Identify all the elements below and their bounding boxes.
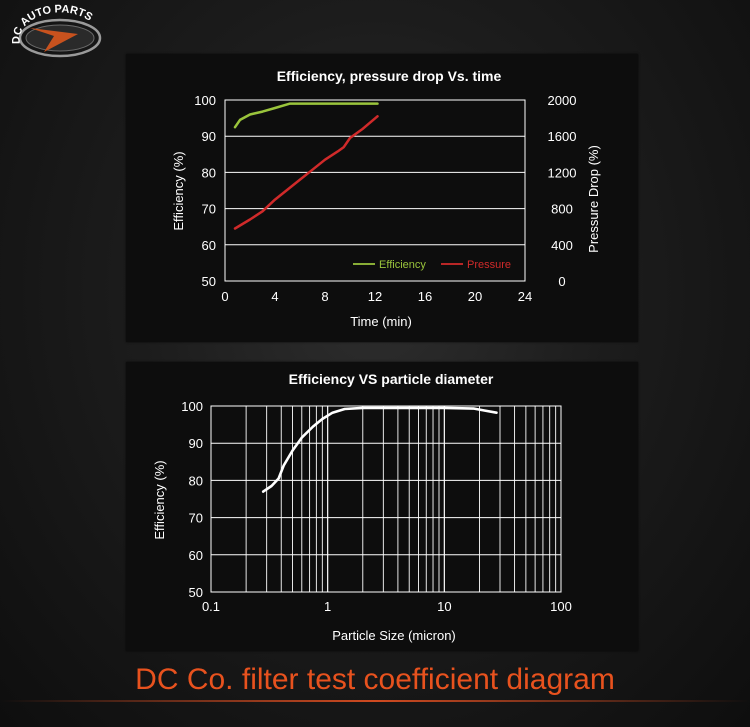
plot-frame [224,99,526,282]
y-tick-label: 90 [189,436,203,451]
y2-tick-label: 800 [551,202,573,217]
y-tick-label: 100 [194,93,216,108]
x-tick-label: 100 [550,599,572,614]
y-tick-label: 70 [202,202,216,217]
y2-tick-label: 0 [558,274,565,289]
y-tick-label: 60 [202,238,216,253]
efficiency-particle-diameter-panel: Efficiency VS particle diameter Particle… [126,362,638,651]
y2-tick-label: 400 [551,238,573,253]
efficiency-pressure-time-panel: Efficiency, pressure drop Vs. time Time … [126,54,638,342]
chart-title: Efficiency VS particle diameter [289,371,494,387]
chart-title: Efficiency, pressure drop Vs. time [277,68,502,84]
y2-tick-label: 1200 [548,165,577,180]
x-tick-label: 4 [271,289,278,304]
x-tick-label: 10 [437,599,451,614]
y-tick-label: 80 [189,473,203,488]
footer-title: DC Co. filter test coefficient diagram [135,663,615,696]
y-axis-label: Efficiency (%) [171,151,186,230]
y-tick-label: 50 [189,585,203,600]
x-tick-label: 0.1 [202,599,220,614]
x-tick-label: 16 [418,289,432,304]
x-tick-label: 8 [321,289,328,304]
y-tick-label: 60 [189,548,203,563]
footer-divider [0,700,750,702]
efficiency-pressure-time-chart: Efficiency, pressure drop Vs. time Time … [171,68,601,329]
efficiency-curve [261,406,498,493]
x-axis-label: Time (min) [350,314,412,329]
x-tick-label: 12 [368,289,382,304]
x-tick-label: 24 [518,289,532,304]
y-tick-label: 100 [181,399,203,414]
legend-label: Pressure [467,259,511,271]
y2-tick-label: 2000 [548,93,577,108]
y-axis-label: Efficiency (%) [152,460,167,539]
series-line-efficiency [233,102,379,129]
x-tick-label: 1 [324,599,331,614]
x-tick-label: 20 [468,289,482,304]
x-tick-label: 0 [221,289,228,304]
plot-frame [210,405,562,593]
y-tick-label: 50 [202,274,216,289]
dc-auto-parts-logo: DC AUTO PARTS [11,4,102,58]
x-axis-label: Particle Size (micron) [332,628,456,643]
legend-label: Efficiency [379,259,426,271]
y2-tick-label: 1600 [548,129,577,144]
series-line-pressure [233,115,379,230]
y-tick-label: 90 [202,129,216,144]
y-tick-label: 70 [189,511,203,526]
efficiency-particle-diameter-chart: Efficiency VS particle diameter Particle… [152,371,572,643]
y-tick-label: 80 [202,165,216,180]
y2-axis-label: Pressure Drop (%) [586,145,601,253]
